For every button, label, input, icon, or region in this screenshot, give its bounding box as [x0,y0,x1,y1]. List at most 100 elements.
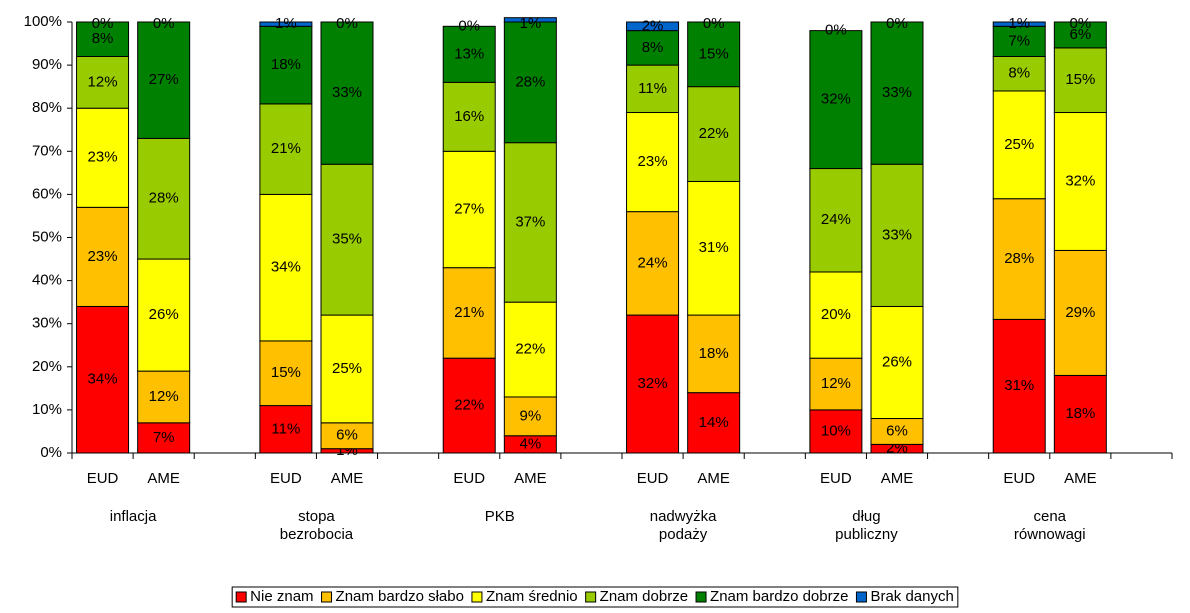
bar-segment [626,112,680,213]
data-label: 18% [699,345,729,362]
data-label: 15% [271,364,301,381]
bar-segment [687,21,741,88]
bar-segment [992,21,1046,27]
x-tick-label: AME [331,470,364,487]
bar-segment [76,305,130,454]
legend: Nie znam Znam bardzo słabo Znam średnio Zna… [231,586,959,608]
data-label: 29% [1065,304,1095,321]
data-label: 4% [519,435,541,452]
x-tick-label: AME [514,470,547,487]
data-label: 22% [454,397,484,414]
bar-segment [503,142,557,303]
data-label: 33% [882,84,912,101]
bar-segment [992,198,1046,320]
legend-swatch [855,591,867,603]
data-label: 20% [821,306,851,323]
data-label: 1% [275,15,297,32]
data-label: 23% [638,153,668,170]
y-tick-label: 70% [32,142,62,159]
data-label: 33% [882,226,912,243]
data-label: 11% [271,420,300,437]
data-label: 15% [699,45,729,62]
bar-segment [503,396,557,437]
bar-segment [76,107,130,208]
group-label: cena równowagi [1014,508,1086,543]
bar-segment [259,21,313,27]
data-label: 31% [699,239,729,256]
data-label: 16% [454,108,484,125]
x-tick-label: AME [1064,470,1097,487]
data-label: 14% [699,414,729,431]
legend-label: Znam bardzo dobrze [710,588,848,605]
group-label-line: publiczny [835,526,898,543]
legend-label: Brak danych [870,588,953,605]
data-label: 34% [88,371,118,388]
x-tick-label: EUD [1003,470,1035,487]
bar-segment [870,21,924,165]
x-tick-label: EUD [87,470,119,487]
data-label: 1% [1008,15,1030,32]
group-label-line: cena [1034,508,1067,525]
data-label: 1% [519,15,541,32]
bar-segment [76,206,130,307]
bar-segment [137,137,191,260]
data-label: 21% [271,140,301,157]
data-label: 0% [1069,15,1091,32]
group-label-line: bezrobocia [280,526,354,543]
x-tick-label: AME [697,470,730,487]
data-label: 18% [271,56,301,73]
bar-segment [320,422,374,450]
bar-segment [442,357,496,454]
bar-segment [259,25,313,105]
data-label: 6% [1069,26,1091,43]
data-label: 6% [336,427,358,444]
data-label: 12% [88,73,118,90]
bar-segment [320,21,374,165]
legend-swatch [471,591,483,603]
data-label: 13% [454,45,484,62]
legend-swatch [585,591,597,603]
group-label-line: stopa [298,508,335,525]
y-tick-label: 100% [24,13,62,30]
bar-segment [503,301,557,398]
y-tick-label: 50% [32,228,62,245]
data-label: 15% [1065,71,1095,88]
bar-segment [992,318,1046,454]
bar-segment [687,314,741,394]
x-tick-label: AME [147,470,180,487]
y-tick-label: 60% [32,185,62,202]
bar-segment [992,55,1046,92]
data-label: 25% [1004,136,1034,153]
x-tick-label: AME [881,470,914,487]
data-label: 23% [88,248,118,265]
data-label: 0% [886,15,908,32]
bar-segment [259,340,313,407]
x-tick-label: EUD [453,470,485,487]
data-label: 34% [271,259,301,276]
bar-segment [320,314,374,424]
bar-segment [259,405,313,454]
data-label: 24% [821,211,851,228]
bar-segment [76,21,130,57]
bar-segment [76,55,130,109]
data-label: 27% [454,200,484,217]
bar-segment [626,64,680,114]
data-label: 32% [821,91,851,108]
data-label: 25% [332,360,362,377]
group-label: nadwyżka podaży [650,508,717,543]
data-label: 11% [638,80,667,97]
data-label: 22% [699,125,729,142]
bar-segment [442,81,496,152]
group-label-line: podaży [659,526,708,543]
data-label: 7% [1008,32,1030,49]
data-label: 0% [458,17,480,34]
group-label: dług publiczny [835,508,898,543]
group-label-line: nadwyżka [650,508,717,525]
bar-segment [503,17,557,23]
bar-segment [137,21,191,139]
data-label: 10% [821,422,851,439]
group-label: stopa bezrobocia [280,508,354,543]
data-label: 12% [821,375,851,392]
y-tick-label: 30% [32,315,62,332]
